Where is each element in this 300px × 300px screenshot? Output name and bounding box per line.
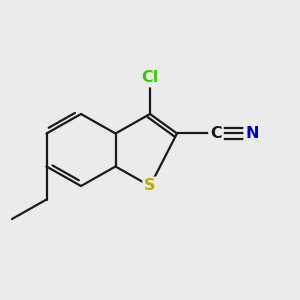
Text: N: N [245,126,259,141]
Text: Cl: Cl [141,70,159,86]
Text: S: S [144,178,156,194]
Text: C: C [210,126,222,141]
